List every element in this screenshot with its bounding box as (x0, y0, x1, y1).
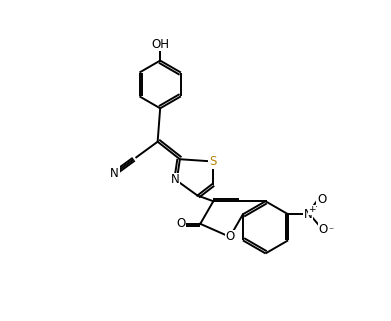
Text: +: + (308, 205, 316, 214)
Text: O: O (318, 223, 327, 236)
Text: ⁻: ⁻ (329, 226, 334, 236)
Text: O: O (317, 193, 326, 206)
Text: S: S (209, 155, 216, 168)
Text: OH: OH (151, 38, 169, 50)
Text: O: O (176, 217, 185, 230)
Text: O: O (225, 230, 235, 243)
Text: N: N (171, 173, 179, 187)
Text: N: N (303, 208, 312, 221)
Text: N: N (110, 167, 119, 180)
